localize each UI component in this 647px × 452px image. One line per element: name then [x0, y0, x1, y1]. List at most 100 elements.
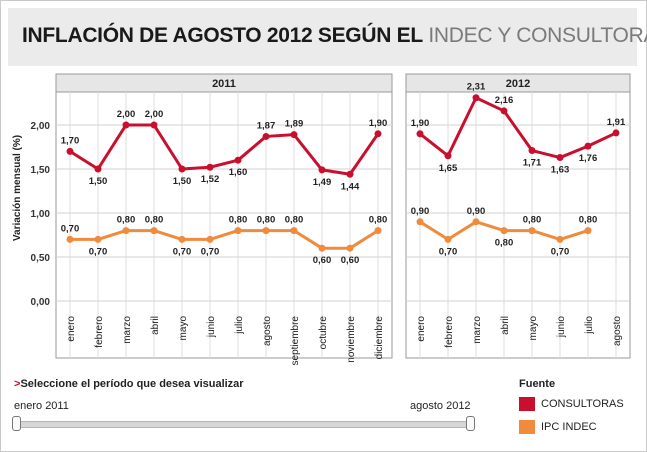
- data-label: 1,89: [285, 119, 304, 130]
- data-point: [94, 235, 102, 243]
- data-point: [122, 121, 130, 129]
- data-label: 1,71: [523, 158, 542, 169]
- data-label: 0,80: [579, 215, 598, 226]
- data-point: [472, 94, 480, 102]
- period-slider-end-handle[interactable]: [466, 416, 475, 431]
- data-label: 0,80: [369, 215, 388, 226]
- data-point: [612, 129, 620, 137]
- year-panel-2011: [55, 91, 393, 359]
- range-end-label: agosto 2012: [410, 400, 471, 412]
- legend-swatch-ipc-indec: [519, 420, 535, 434]
- data-label: 0,70: [551, 246, 570, 257]
- data-point: [500, 107, 508, 115]
- data-point: [346, 170, 354, 178]
- y-tick-label: 1,50: [31, 165, 51, 176]
- data-label: 1,49: [313, 177, 332, 188]
- series-line-ipc-indec: [70, 229, 379, 250]
- period-slider-start-handle[interactable]: [12, 416, 21, 431]
- year-header-2011: [55, 73, 393, 93]
- data-point: [584, 142, 592, 150]
- y-tick-label: 0,50: [31, 253, 51, 264]
- data-label: 0,80: [523, 215, 542, 226]
- data-point: [206, 235, 214, 243]
- data-point: [94, 165, 102, 173]
- title-main: INFLACIÓN DE AGOSTO 2012 SEGÚN EL: [22, 24, 423, 47]
- data-label: 0,60: [313, 255, 332, 266]
- data-label: 0,70: [89, 246, 108, 257]
- data-label: 0,70: [201, 246, 220, 257]
- x-tick-label: febrero: [94, 316, 105, 348]
- data-label: 1,65: [439, 163, 458, 174]
- x-tick-label: agosto: [612, 316, 623, 346]
- period-select-label: >Seleccione el período que desea visuali…: [14, 378, 244, 390]
- data-point: [528, 227, 536, 235]
- data-point: [444, 152, 452, 160]
- series-line-consultoras: [419, 96, 617, 160]
- x-tick-label: noviembre: [346, 316, 357, 363]
- x-tick-label: julio: [234, 316, 245, 335]
- data-point: [234, 227, 242, 235]
- legend-title: Fuente: [519, 378, 556, 390]
- data-label: 0,80: [145, 215, 164, 226]
- x-tick-label: mayo: [178, 316, 189, 341]
- y-tick-label: 1,00: [31, 209, 51, 220]
- data-label: 0,70: [61, 223, 80, 234]
- data-label: 0,70: [439, 246, 458, 257]
- data-label: 0,80: [117, 215, 136, 226]
- legend-label-ipc-indec: IPC INDEC: [541, 421, 597, 433]
- x-tick-label: enero: [66, 316, 77, 342]
- data-label: 2,00: [145, 109, 164, 120]
- data-point: [556, 235, 564, 243]
- x-tick-label: mayo: [528, 316, 539, 341]
- x-tick-label: abril: [150, 316, 161, 335]
- y-tick-label: 2,00: [31, 121, 51, 132]
- period-slider-track[interactable]: [18, 421, 474, 428]
- y-axis-title: Variación mensual (%): [12, 135, 23, 241]
- x-tick-label: septiembre: [290, 316, 301, 366]
- data-point: [66, 147, 74, 155]
- data-label: 0,90: [411, 206, 430, 217]
- data-label: 0,60: [341, 255, 360, 266]
- data-point: [500, 227, 508, 235]
- data-point: [290, 227, 298, 235]
- legend-swatch-consultoras: [519, 397, 535, 411]
- series-line-consultoras: [69, 123, 380, 176]
- data-label: 1,76: [579, 153, 598, 164]
- year-header-2012: [405, 73, 631, 93]
- data-label: 1,87: [257, 120, 276, 131]
- page-title: INFLACIÓN DE AGOSTO 2012 SEGÚN EL INDEC …: [22, 24, 647, 48]
- data-point: [472, 218, 480, 226]
- data-label: 0,70: [173, 246, 192, 257]
- range-start-label: enero 2011: [14, 400, 69, 412]
- x-tick-label: abril: [500, 316, 511, 335]
- data-point: [444, 235, 452, 243]
- data-point: [416, 130, 424, 138]
- x-tick-label: febrero: [444, 316, 455, 348]
- data-point: [178, 235, 186, 243]
- caret-right-icon: >: [14, 378, 21, 390]
- data-label: 1,63: [551, 165, 570, 176]
- data-point: [346, 244, 354, 252]
- x-tick-label: marzo: [122, 316, 133, 344]
- data-point: [416, 218, 424, 226]
- data-label: 1,90: [411, 118, 430, 129]
- y-tick-label: 0,00: [31, 297, 51, 308]
- data-point: [318, 244, 326, 252]
- data-point: [584, 227, 592, 235]
- data-label: 0,80: [229, 215, 248, 226]
- data-point: [262, 132, 270, 140]
- data-point: [66, 235, 74, 243]
- data-label: 2,00: [117, 109, 136, 120]
- data-point: [262, 227, 270, 235]
- data-point: [234, 156, 242, 164]
- data-label: 0,80: [285, 215, 304, 226]
- data-point: [122, 227, 130, 235]
- x-tick-label: octubre: [318, 316, 329, 350]
- data-point: [528, 147, 536, 155]
- title-bar: INFLACIÓN DE AGOSTO 2012 SEGÚN EL INDEC …: [8, 8, 647, 66]
- data-label: 0,80: [257, 215, 276, 226]
- data-point: [374, 227, 382, 235]
- title-accent: INDEC Y CONSULTORAS: [428, 24, 647, 47]
- data-point: [150, 121, 158, 129]
- line-chart: 2011 2012 0,00 0,50 1,00 1,50 2,00 enero febrero…: [12, 73, 631, 366]
